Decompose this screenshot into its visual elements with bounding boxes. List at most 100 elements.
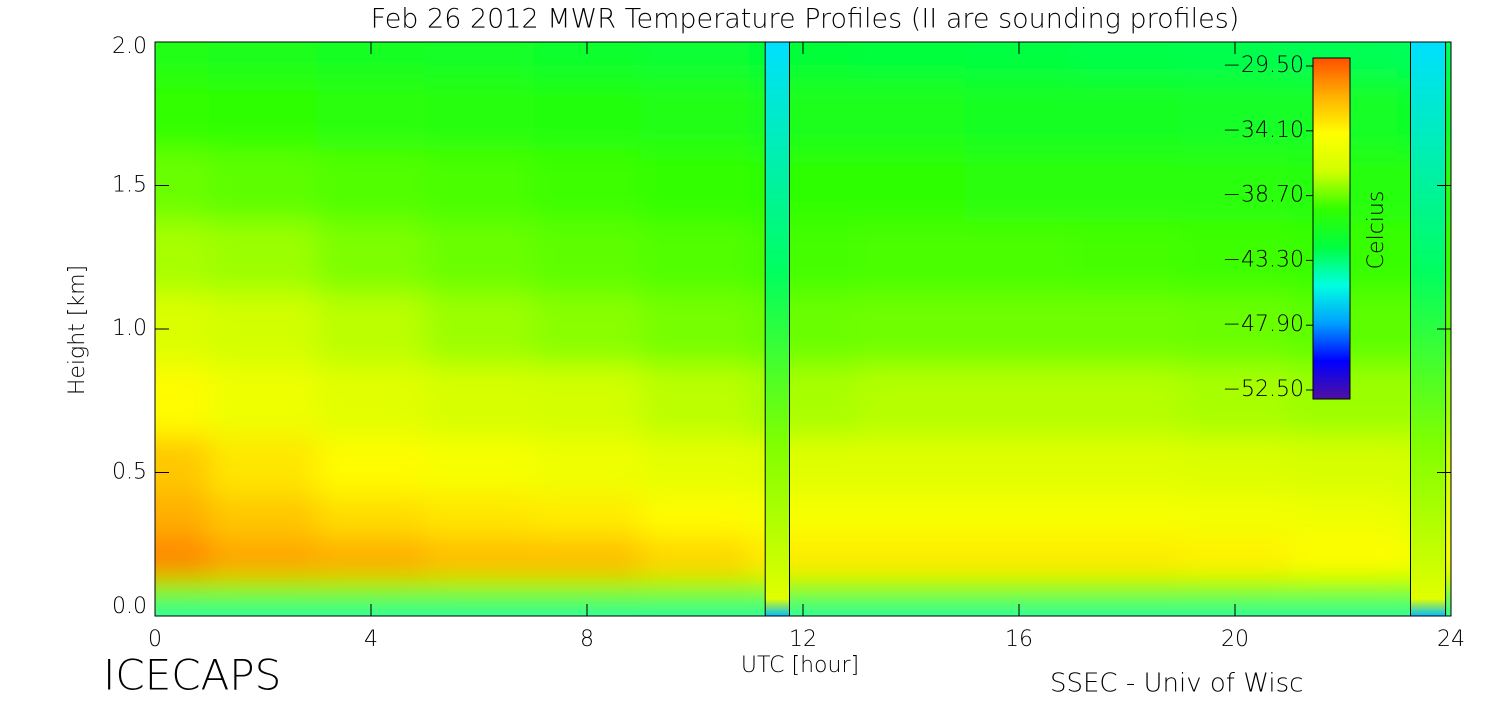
- colorbar-tick-label: −52.50: [1223, 377, 1304, 402]
- heat-cell: [857, 42, 966, 79]
- heat-cell: [857, 364, 966, 438]
- heat-cell: [1073, 580, 1182, 610]
- heat-cell: [965, 293, 1074, 366]
- heat-cell: [641, 364, 750, 438]
- heat-cell: [209, 436, 318, 495]
- heat-cell: [857, 608, 966, 616]
- x-tick-label: 0: [148, 627, 162, 652]
- y-tick-label: 1.5: [112, 173, 147, 198]
- heat-cell: [155, 364, 210, 438]
- y-axis-label: Height [km]: [65, 265, 90, 395]
- heat-cell: [317, 537, 426, 581]
- heat-cell: [425, 494, 534, 538]
- heat-cell: [1181, 293, 1290, 366]
- heat-cell: [155, 537, 210, 581]
- x-tick-label: 20: [1221, 627, 1249, 652]
- heat-cell: [533, 149, 642, 222]
- heat-cell: [1289, 608, 1398, 616]
- heat-cell: [425, 149, 534, 222]
- heat-cell: [641, 42, 750, 79]
- heat-cell: [1073, 436, 1182, 495]
- heat-cell: [1073, 537, 1182, 581]
- heat-cell: [425, 293, 534, 366]
- heat-cell: [533, 494, 642, 538]
- heat-cell: [1181, 494, 1290, 538]
- heat-cell: [965, 537, 1074, 581]
- heat-cell: [641, 149, 750, 222]
- heat-cell: [857, 537, 966, 581]
- heat-cell: [209, 537, 318, 581]
- heat-cell: [857, 580, 966, 610]
- y-tick-label: 0.0: [112, 594, 147, 619]
- heat-cell: [1181, 221, 1290, 294]
- heat-cell: [155, 221, 210, 294]
- heat-cell: [425, 364, 534, 438]
- x-tick-label: 24: [1437, 627, 1465, 652]
- heat-cell: [533, 293, 642, 366]
- colorbar-tick-label: −29.50: [1223, 53, 1304, 78]
- heat-cell: [317, 436, 426, 495]
- heat-cell: [425, 42, 534, 79]
- heat-cell: [641, 580, 750, 610]
- sounding-profile: [764, 41, 791, 617]
- heat-cell: [857, 293, 966, 366]
- heat-cell: [1181, 77, 1290, 151]
- heat-cell: [209, 149, 318, 222]
- heat-cell: [317, 149, 426, 222]
- heat-cell: [1181, 364, 1290, 438]
- x-tick-label: 12: [789, 627, 817, 652]
- heat-cell: [1289, 436, 1398, 495]
- x-tick-label: 4: [364, 627, 378, 652]
- heat-cell: [1073, 494, 1182, 538]
- heat-cell: [641, 494, 750, 538]
- heat-cell: [1289, 537, 1398, 581]
- colorbar-label: Celcius: [1364, 191, 1389, 270]
- heat-cell: [965, 364, 1074, 438]
- heat-cell: [1073, 149, 1182, 222]
- heat-cell: [209, 42, 318, 79]
- heat-cell: [533, 436, 642, 495]
- heat-cell: [209, 364, 318, 438]
- heat-cell: [857, 149, 966, 222]
- x-tick-label: 16: [1005, 627, 1033, 652]
- heat-cell: [1073, 42, 1182, 79]
- heat-cell: [533, 537, 642, 581]
- heat-cell: [1073, 364, 1182, 438]
- heat-cell: [209, 77, 318, 151]
- heat-cell: [857, 221, 966, 294]
- heat-cell: [317, 221, 426, 294]
- colorbar-tick-label: −34.10: [1223, 118, 1304, 143]
- heat-cell: [965, 436, 1074, 495]
- heat-cell: [641, 77, 750, 151]
- x-axis-label: UTC [hour]: [741, 653, 859, 678]
- heat-cell: [317, 77, 426, 151]
- colorbar-tick-label: −38.70: [1223, 183, 1304, 208]
- heat-cell: [1073, 608, 1182, 616]
- heat-cell: [155, 608, 210, 616]
- heat-cell: [965, 494, 1074, 538]
- heat-cell: [155, 494, 210, 538]
- y-tick-label: 2.0: [112, 34, 147, 59]
- heat-cell: [1073, 221, 1182, 294]
- heat-cell: [209, 293, 318, 366]
- heat-cell: [533, 364, 642, 438]
- y-tick-label: 0.5: [112, 460, 147, 485]
- heat-cell: [209, 580, 318, 610]
- chart-title: Feb 26 2012 MWR Temperature Profiles (II…: [371, 4, 1240, 35]
- heat-cell: [1181, 149, 1290, 222]
- heat-cell: [425, 436, 534, 495]
- heat-cell: [1289, 494, 1398, 538]
- colorbar-tick-label: −47.90: [1223, 312, 1304, 337]
- heat-cell: [533, 221, 642, 294]
- heat-cell: [1073, 293, 1182, 366]
- heat-cell: [209, 221, 318, 294]
- axes: 0 4 8 12 16 20 24 0.0 0.5 1.0 1.5 2.0 −29.50 −34.10 −3…: [112, 34, 1465, 652]
- heat-cell: [317, 364, 426, 438]
- heat-cell: [425, 580, 534, 610]
- colorbar: [1312, 57, 1351, 400]
- heat-cell: [965, 221, 1074, 294]
- heat-cell: [425, 608, 534, 616]
- x-tick-label: 8: [580, 627, 594, 652]
